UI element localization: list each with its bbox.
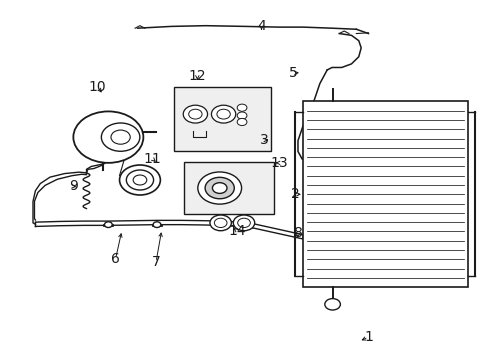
Circle shape xyxy=(188,109,202,119)
Circle shape xyxy=(119,165,160,195)
Circle shape xyxy=(198,172,241,204)
Text: 10: 10 xyxy=(89,80,106,94)
Text: 14: 14 xyxy=(228,224,245,238)
Text: 7: 7 xyxy=(151,255,160,269)
Text: 9: 9 xyxy=(69,179,78,193)
Circle shape xyxy=(233,215,254,231)
Circle shape xyxy=(73,111,143,163)
Circle shape xyxy=(237,118,246,126)
Text: 12: 12 xyxy=(188,69,206,84)
Circle shape xyxy=(133,175,146,185)
Circle shape xyxy=(237,218,250,228)
Circle shape xyxy=(237,112,246,119)
Circle shape xyxy=(153,222,161,228)
Circle shape xyxy=(214,218,226,228)
Bar xyxy=(302,102,467,287)
Circle shape xyxy=(126,170,153,190)
Text: 2: 2 xyxy=(290,187,299,201)
Circle shape xyxy=(183,105,207,123)
Circle shape xyxy=(217,109,230,119)
Bar xyxy=(174,87,271,152)
Text: 1: 1 xyxy=(363,330,372,344)
Text: 13: 13 xyxy=(270,156,288,170)
Circle shape xyxy=(209,215,231,231)
Circle shape xyxy=(212,183,226,193)
Text: 5: 5 xyxy=(288,66,297,80)
Text: 4: 4 xyxy=(257,19,265,33)
Text: 11: 11 xyxy=(143,152,161,166)
Circle shape xyxy=(211,105,235,123)
Circle shape xyxy=(101,123,140,151)
Circle shape xyxy=(324,298,340,310)
Circle shape xyxy=(111,130,130,144)
Text: 3: 3 xyxy=(259,133,268,147)
Bar xyxy=(183,162,273,214)
Circle shape xyxy=(204,177,234,199)
Circle shape xyxy=(237,104,246,111)
Circle shape xyxy=(104,222,112,228)
Text: 8: 8 xyxy=(293,226,302,240)
Text: 6: 6 xyxy=(111,252,120,266)
